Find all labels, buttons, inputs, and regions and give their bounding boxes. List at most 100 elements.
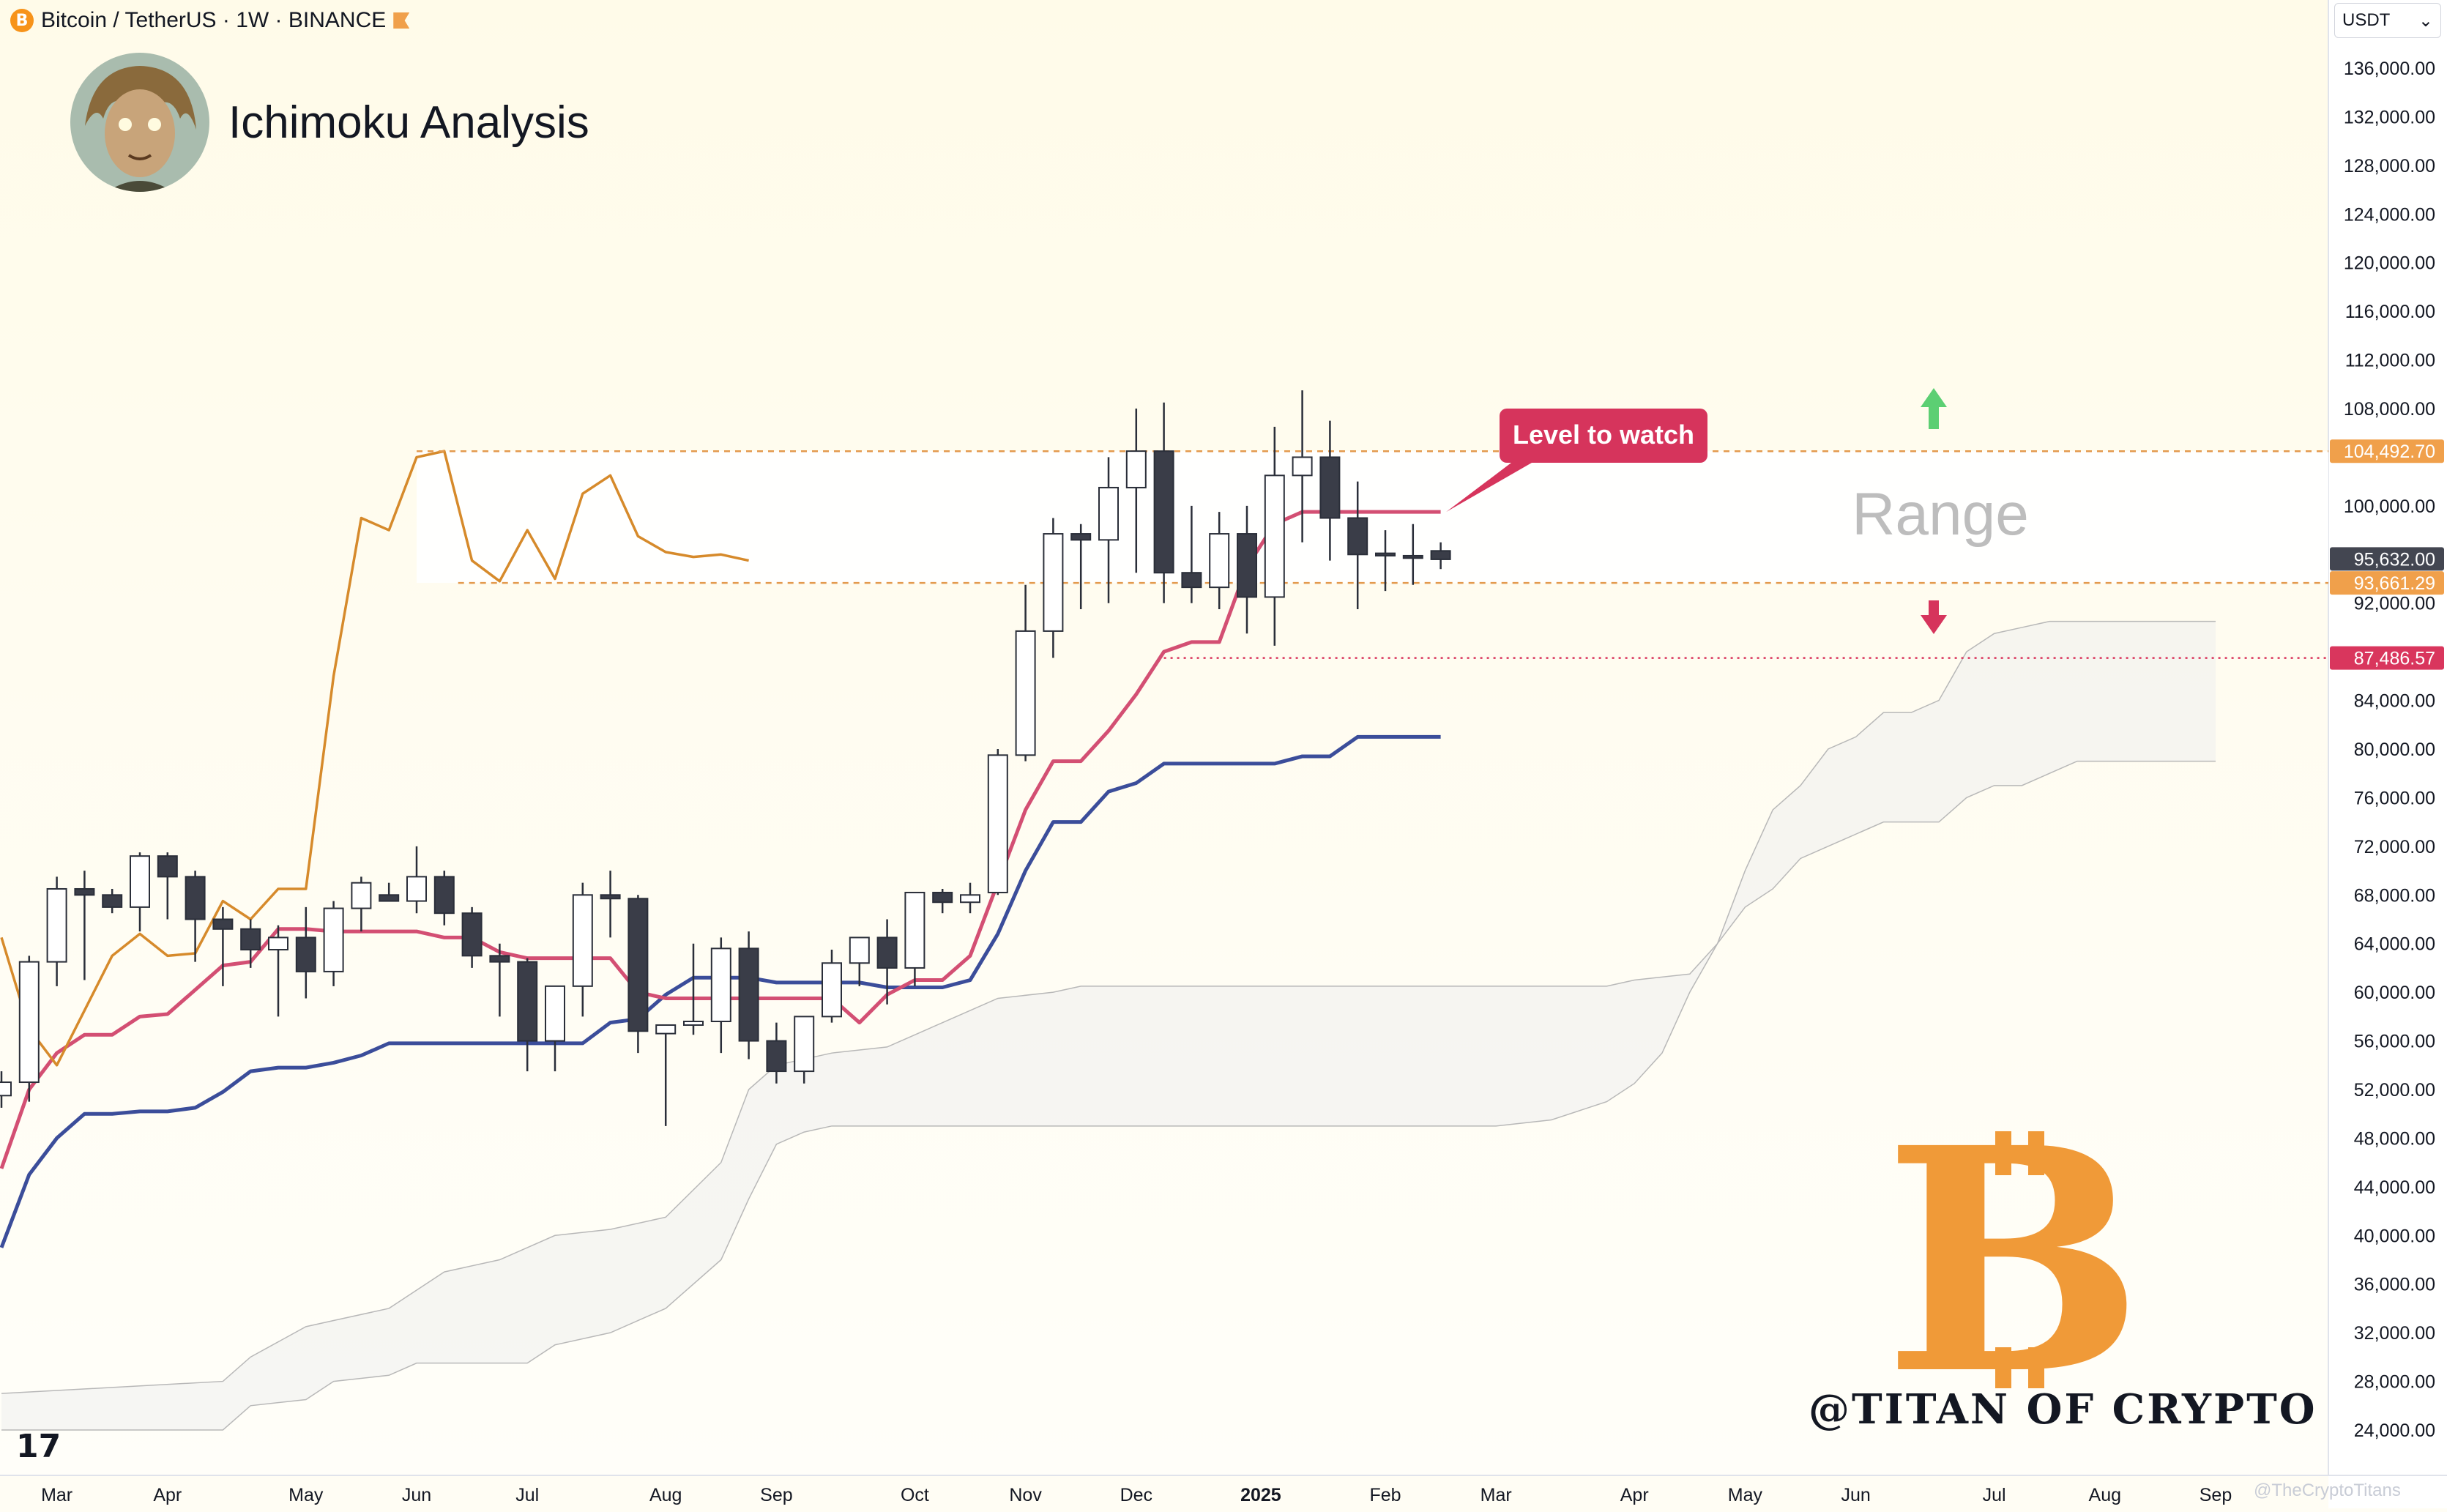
candle-body <box>627 898 649 1032</box>
candle-body <box>1043 533 1064 632</box>
candle-body <box>600 894 621 900</box>
flag-icon[interactable] <box>393 12 410 29</box>
candle-body <box>794 1016 815 1073</box>
price-tick-label: 128,000.00 <box>2344 156 2435 176</box>
price-badge-label: 87,486.57 <box>2354 649 2435 669</box>
candle-body <box>545 985 565 1042</box>
candle <box>1209 512 1230 610</box>
candle <box>185 871 206 962</box>
candle-body <box>1015 630 1036 756</box>
callout-box <box>1500 409 1707 463</box>
candle <box>655 1024 677 1126</box>
price-badge-bg <box>2330 439 2444 463</box>
level-lines <box>417 450 2328 659</box>
symbol-title: Bitcoin / TetherUS · 1W · BINANCE <box>41 8 387 32</box>
candle-body <box>130 855 150 908</box>
cloud-span-b <box>1 760 2216 1431</box>
price-tick-label: 40,000.00 <box>2354 1226 2435 1246</box>
tradingview-logo[interactable]: 17 <box>16 1428 62 1465</box>
price-axis[interactable]: 136,000.00 132,000.00 128,000.00 124,000.00… <box>2330 59 2444 1441</box>
price-badge: 93,661.29 <box>2330 571 2444 595</box>
candle-body <box>987 754 1008 893</box>
candle <box>489 943 510 1017</box>
candle-body <box>572 894 593 987</box>
bitcoin-logo-stroke-top-right <box>2028 1131 2044 1175</box>
candles <box>0 390 1451 1126</box>
candle-body <box>1181 572 1202 589</box>
candle-body <box>1292 456 1313 477</box>
arrow-down-icon <box>1921 600 1947 634</box>
price-axis-background <box>2328 0 2447 1508</box>
bitcoin-icon: B <box>10 9 34 32</box>
candle <box>1292 390 1313 543</box>
currency-value: USDT <box>2342 10 2391 30</box>
price-tick-label: 48,000.00 <box>2354 1128 2435 1149</box>
price-tick-label: 28,000.00 <box>2354 1372 2435 1393</box>
candle <box>1070 524 1092 610</box>
price-tick-label: 116,000.00 <box>2345 302 2435 322</box>
candle-body <box>960 894 980 904</box>
candle-body <box>268 936 288 951</box>
candle <box>600 871 621 938</box>
price-tick-label: 60,000.00 <box>2354 983 2435 1003</box>
price-badge: 95,632.00 <box>2330 547 2444 571</box>
candle <box>849 936 870 986</box>
candle <box>710 937 731 1054</box>
candle-body <box>1125 450 1147 488</box>
ichimoku-cloud <box>1 620 2216 1431</box>
watermark-text: @TITAN OF CRYPTO <box>1809 1385 2317 1434</box>
candle-body <box>433 876 455 915</box>
candle-body <box>766 1040 787 1073</box>
candle-body <box>185 876 206 920</box>
candle <box>102 888 123 914</box>
time-tick-label: Oct <box>901 1485 929 1505</box>
candle-body <box>1098 486 1119 541</box>
candle-body <box>212 918 234 930</box>
candle-body <box>738 947 759 1042</box>
candle <box>960 882 980 914</box>
candle-body <box>295 936 316 972</box>
candle <box>904 891 925 986</box>
candle <box>876 919 898 1005</box>
bitcoin-logo-stroke-top-left <box>1995 1131 2011 1175</box>
candle <box>987 749 1008 895</box>
time-tick-label: Jul <box>1983 1485 2006 1505</box>
time-axis[interactable]: Mar Apr May Jun Jul Aug Sep Oct Nov Dec 2025 Feb Mar… <box>41 1485 2232 1505</box>
time-tick-label: May <box>1728 1485 1763 1505</box>
candle-body <box>655 1024 677 1035</box>
price-tick-label: 36,000.00 <box>2354 1275 2435 1295</box>
price-tick-label: 80,000.00 <box>2354 740 2435 760</box>
candle <box>1153 402 1174 603</box>
price-tick-label: 32,000.00 <box>2354 1323 2435 1344</box>
candle-body <box>240 928 261 951</box>
range-label: Range <box>1852 481 2029 548</box>
indicator-line-3 <box>0 450 749 1067</box>
price-badge-label: 95,632.00 <box>2354 549 2435 570</box>
candle-body <box>683 1021 704 1026</box>
candle <box>1181 505 1202 603</box>
candle-body <box>517 961 538 1042</box>
candle <box>1402 524 1423 585</box>
currency-selector[interactable]: USDT ⌄ <box>2334 3 2441 38</box>
candle <box>240 919 261 968</box>
author-avatar <box>70 53 209 192</box>
candle <box>433 871 455 926</box>
symbol-header[interactable]: B Bitcoin / TetherUS · 1W · BINANCE <box>10 4 410 37</box>
candle <box>683 943 704 1035</box>
candle <box>46 876 67 986</box>
candle <box>0 1071 12 1108</box>
cloud-fill <box>1 621 2216 1430</box>
price-tick-label: 72,000.00 <box>2354 837 2435 857</box>
candle <box>517 958 538 1072</box>
candle-body <box>1402 554 1423 559</box>
candle-body <box>932 891 953 904</box>
candle <box>1015 584 1036 761</box>
candle <box>18 956 40 1102</box>
candle-body <box>0 1081 12 1097</box>
candle-body <box>876 936 898 969</box>
candle <box>1098 457 1119 603</box>
time-tick-label: Jul <box>515 1485 539 1505</box>
time-tick-label: Jun <box>402 1485 431 1505</box>
candle-body <box>379 894 400 902</box>
